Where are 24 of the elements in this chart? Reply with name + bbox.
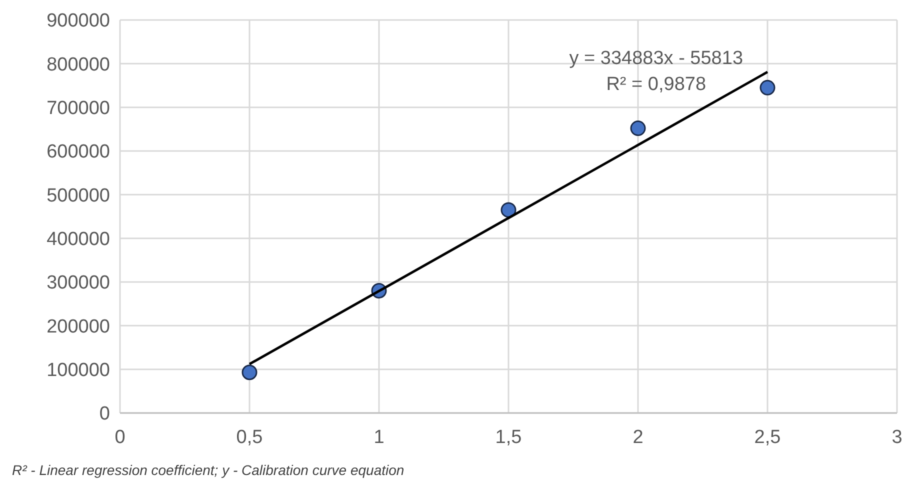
x-tick-label: 2 [632,427,644,448]
x-tick-label: 0 [114,427,126,448]
text: R² - Linear regression coefficient; y - Calibration curve equation [12,462,404,478]
x-tick-label: 1 [374,427,384,448]
annotation: y = 334883x - 55813 [569,48,744,69]
y-tick-label: 900000 [46,10,110,32]
y-tick-label: 600000 [46,142,110,163]
y-tick-label: 200000 [46,316,110,338]
x-tick-label: 3 [892,427,902,448]
y-tick-label: 300000 [46,272,110,294]
y-tick-label: 400000 [46,228,110,250]
x-tick-label: 2,5 [754,427,781,448]
x-tick-label: 0,5 [236,427,263,448]
annotation: R² = 0,9878 [606,74,706,95]
y-tick-label: 100000 [46,360,110,381]
point [760,80,776,96]
point [500,202,516,218]
y-tick-label: 700000 [46,98,110,119]
point [242,364,258,380]
point [630,120,646,136]
y-tick-label: 500000 [46,185,110,206]
y-tick-label: 800000 [46,54,110,76]
y-tick-label: 0 [99,404,110,425]
x-tick-label: 1,5 [495,427,522,448]
